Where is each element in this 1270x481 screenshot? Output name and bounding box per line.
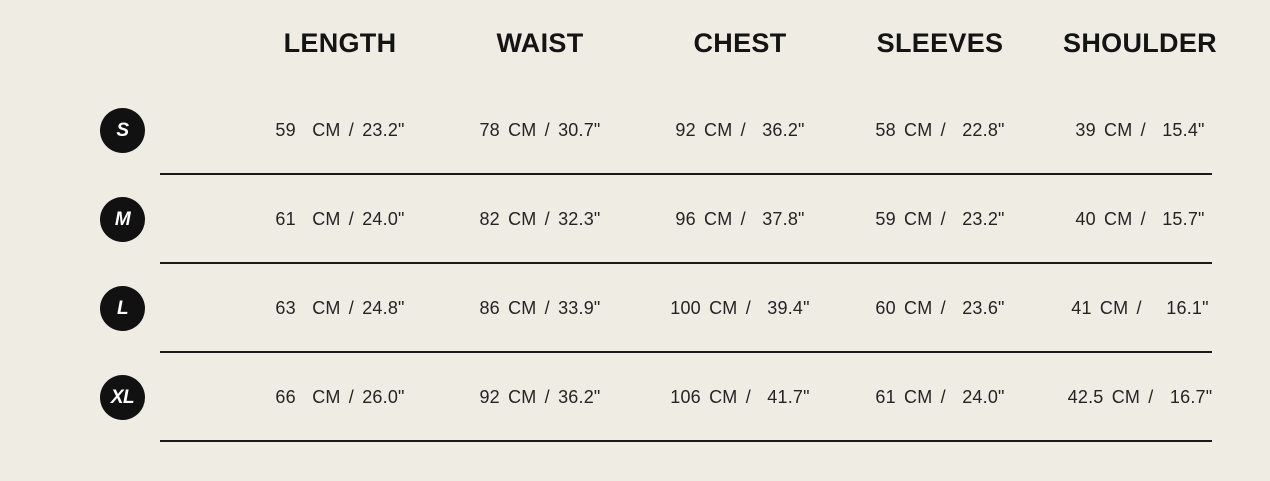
- cell-l-chest: 100 CM / 39.4": [670, 298, 810, 318]
- column-header-sleeves: SLEEVES: [876, 27, 1004, 58]
- cell-xl-waist: 92 CM / 36.2": [479, 387, 601, 407]
- cell-l-waist: 86 CM / 33.9": [479, 298, 601, 318]
- column-header-shoulder: SHOULDER: [1063, 27, 1217, 58]
- column-header-waist: WAIST: [496, 27, 584, 58]
- badge-cell: XL: [0, 375, 240, 420]
- cell-m-shoulder: 40 CM / 15.7": [1075, 209, 1205, 229]
- badge-cell: S: [0, 108, 240, 153]
- table-header-row: LENGTH WAIST CHEST SLEEVES SHOULDER: [0, 0, 1270, 86]
- table-row-s: S 59 CM / 23.2" 78 CM / 30.7" 92 CM / 36…: [0, 86, 1270, 175]
- table-row-l: L 63 CM / 24.8" 86 CM / 33.9" 100 CM / 3…: [0, 264, 1270, 353]
- cell-s-chest: 92 CM / 36.2": [675, 120, 805, 140]
- cell-s-waist: 78 CM / 30.7": [479, 120, 601, 140]
- cell-s-length: 59 CM / 23.2": [275, 120, 405, 140]
- size-badge-xl: XL: [100, 375, 145, 420]
- size-badge-s: S: [100, 108, 145, 153]
- cell-m-waist: 82 CM / 32.3": [479, 209, 601, 229]
- cell-xl-length: 66 CM / 26.0": [275, 387, 405, 407]
- badge-cell: L: [0, 286, 240, 331]
- cell-m-sleeves: 59 CM / 23.2": [875, 209, 1005, 229]
- cell-xl-chest: 106 CM / 41.7": [670, 387, 810, 407]
- cell-s-shoulder: 39 CM / 15.4": [1075, 120, 1205, 140]
- column-header-length: LENGTH: [283, 27, 397, 58]
- cell-l-sleeves: 60 CM / 23.6": [875, 298, 1005, 318]
- badge-cell: M: [0, 197, 240, 242]
- cell-s-sleeves: 58 CM / 22.8": [875, 120, 1005, 140]
- cell-l-shoulder: 41 CM / 16.1": [1071, 298, 1209, 318]
- size-badge-m: M: [100, 197, 145, 242]
- size-badge-l: L: [100, 286, 145, 331]
- cell-m-length: 61 CM / 24.0": [275, 209, 405, 229]
- cell-m-chest: 96 CM / 37.8": [675, 209, 805, 229]
- cell-xl-shoulder: 42.5 CM / 16.7": [1067, 387, 1213, 407]
- table-row-m: M 61 CM / 24.0" 82 CM / 32.3" 96 CM / 37…: [0, 175, 1270, 264]
- column-header-chest: CHEST: [693, 27, 787, 58]
- cell-xl-sleeves: 61 CM / 24.0": [875, 387, 1005, 407]
- table-row-xl: XL 66 CM / 26.0" 92 CM / 36.2" 106 CM / …: [0, 353, 1270, 442]
- cell-l-length: 63 CM / 24.8": [275, 298, 405, 318]
